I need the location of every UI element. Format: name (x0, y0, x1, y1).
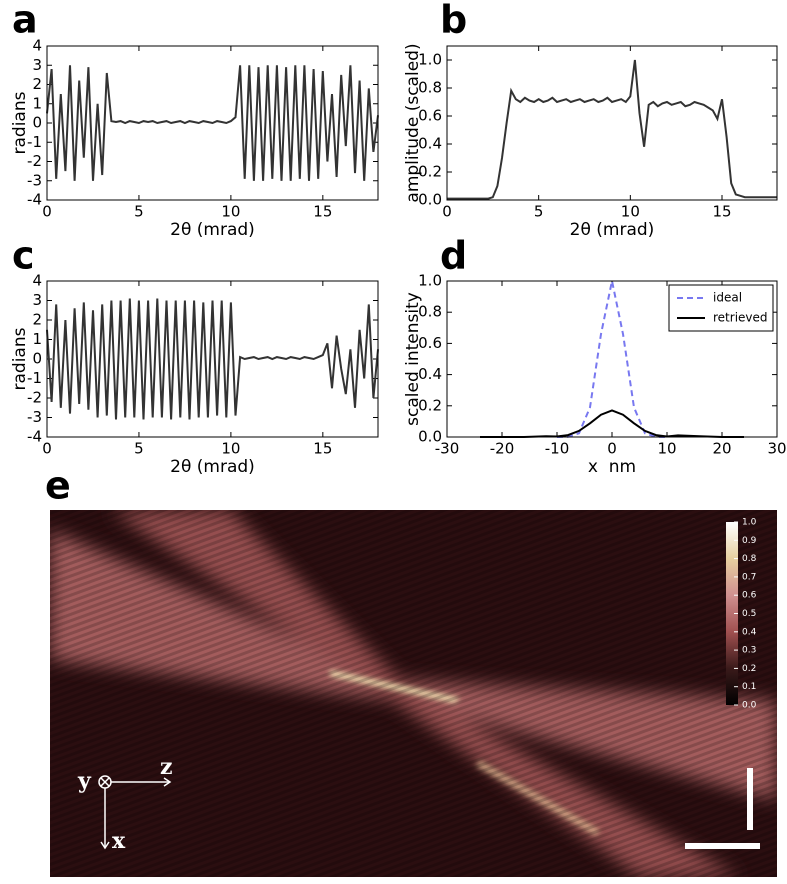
axis-label: z (160, 754, 173, 780)
x-tick-label: 10 (657, 440, 676, 458)
line (46, 65, 379, 181)
y-tick-label: -3 (27, 171, 42, 189)
plot-frame (446, 45, 778, 201)
x-tick-label: -30 (435, 440, 460, 458)
heatmap-image (50, 510, 777, 877)
colorbar-tick-label: 0.9 (742, 536, 757, 546)
x-tick-label: -20 (490, 440, 515, 458)
y-tick-label: 0.8 (418, 303, 442, 321)
y-tick-label: 3 (32, 291, 42, 309)
legend-label: retrieved (713, 311, 768, 325)
colorbar-tick-label: 1.0 (742, 518, 757, 528)
x-tick-label: 0 (607, 440, 617, 458)
axis-label: y (77, 768, 92, 794)
y-tick-label: 0.0 (418, 191, 442, 209)
y-axis-label: radians (10, 327, 30, 390)
y-tick-label: 1 (32, 330, 42, 348)
panel-label: e (45, 464, 71, 508)
x-tick-label: 0 (42, 440, 52, 458)
x-tick-label: 0 (42, 203, 52, 221)
plot-frame (46, 45, 379, 201)
y-tick-label: 0.6 (418, 107, 442, 125)
y-tick-label: 0.2 (418, 396, 442, 414)
colorbar-tick-label: 0.6 (742, 591, 757, 601)
x-axis-label: 2θ (mrad) (170, 457, 255, 477)
x-tick-label: 5 (534, 203, 544, 221)
y-axis-label: amplitude (scaled) (403, 43, 423, 202)
y-tick-label: 2 (32, 311, 42, 329)
y-tick-label: 0.6 (418, 334, 442, 352)
colorbar-tick-label: 0.5 (742, 609, 756, 619)
colorbar-tick-label: 0.0 (742, 701, 757, 711)
legend-label: ideal (713, 291, 742, 305)
panel-label: d (440, 234, 467, 278)
colorbar-tick-label: 0.8 (742, 554, 757, 564)
y-tick-label: 0.0 (418, 428, 442, 446)
y-tick-label: -2 (27, 389, 42, 407)
line (480, 409, 744, 438)
x-tick-label: 15 (313, 203, 332, 221)
y-tick-label: 0 (32, 350, 42, 368)
x-axis-label: x nm (588, 457, 636, 477)
plot-frame (446, 280, 778, 438)
y-tick-label: 1.0 (418, 272, 442, 290)
axis-label: x (112, 828, 126, 854)
plot-frame (46, 280, 379, 438)
y-tick-label: -3 (27, 408, 42, 426)
line (447, 59, 777, 200)
line (556, 280, 668, 438)
y-axis-label: radians (10, 91, 30, 154)
panel-label: b (440, 0, 467, 42)
y-tick-label: 0.8 (418, 79, 442, 97)
x-axis-label: 2θ (mrad) (170, 220, 255, 240)
y-tick-label: 4 (32, 272, 42, 290)
y-tick-label: 2 (32, 75, 42, 93)
panel-label: a (12, 0, 38, 42)
x-tick-label: 10 (221, 440, 240, 458)
y-tick-label: 0 (32, 114, 42, 132)
x-tick-label: 20 (712, 440, 731, 458)
y-tick-label: 1.0 (418, 51, 442, 69)
x-tick-label: 10 (221, 203, 240, 221)
x-tick-label: 15 (313, 440, 332, 458)
colorbar-tick-label: 0.2 (742, 664, 756, 674)
y-tick-label: -2 (27, 152, 42, 170)
colorbar-tick-label: 0.1 (742, 682, 756, 692)
y-tick-label: -4 (27, 191, 42, 209)
y-tick-label: 0.2 (418, 163, 442, 181)
axes-icon (98, 775, 172, 850)
x-tick-label: 5 (134, 440, 144, 458)
y-tick-label: 3 (32, 56, 42, 74)
y-tick-label: -4 (27, 428, 42, 446)
y-tick-label: -1 (27, 369, 42, 387)
colorbar-tick-label: 0.3 (742, 646, 756, 656)
x-tick-label: 10 (621, 203, 640, 221)
y-tick-label: 4 (32, 37, 42, 55)
y-tick-label: 0.4 (418, 365, 442, 383)
x-tick-label: -10 (545, 440, 570, 458)
x-tick-label: 0 (442, 203, 452, 221)
colorbar (726, 522, 738, 705)
y-tick-label: 0.4 (418, 135, 442, 153)
legend-box (668, 284, 774, 332)
x-axis-label: 2θ (mrad) (570, 220, 655, 240)
colorbar-tick-label: 0.7 (742, 572, 756, 582)
line (46, 298, 379, 420)
colorbar-tick-label: 0.4 (742, 627, 757, 637)
x-tick-label: 5 (134, 203, 144, 221)
x-tick-label: 15 (712, 203, 731, 221)
x-tick-label: 30 (767, 440, 786, 458)
panel-label: c (12, 234, 35, 278)
y-tick-label: -1 (27, 133, 42, 151)
y-tick-label: 1 (32, 94, 42, 112)
y-axis-label: scaled intensity (403, 292, 423, 426)
